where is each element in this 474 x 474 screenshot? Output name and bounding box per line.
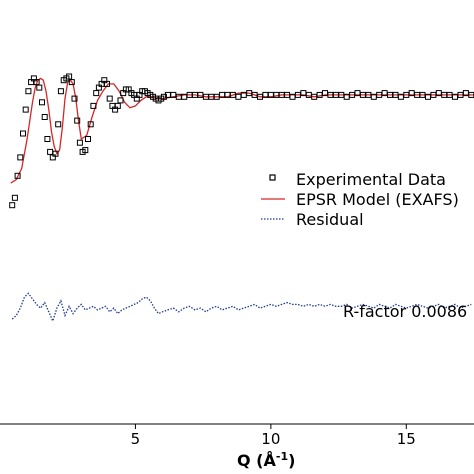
experimental-point [90, 102, 97, 109]
experimental-point [25, 88, 32, 95]
x-tick-label: 10 [261, 430, 280, 448]
experimental-point [93, 90, 100, 97]
plot-area: 5 10 15 [0, 73, 474, 448]
experimental-point [57, 88, 64, 95]
experimental-point [82, 147, 89, 154]
r-factor-annotation: R-factor 0.0086 [343, 302, 467, 321]
x-axis-title-superscript: -1 [276, 450, 288, 463]
experimental-point [76, 139, 83, 146]
x-axis-title-main: Q (Å [237, 451, 276, 470]
legend-label-residual: Residual [296, 210, 364, 229]
experimental-point [20, 130, 26, 137]
experimental-point [22, 106, 29, 113]
experimental-point [41, 114, 48, 120]
experimental-point [71, 95, 78, 102]
experimental-point [17, 154, 24, 161]
experimental-point [52, 150, 59, 157]
model-series [10, 77, 474, 184]
experimental-series [9, 73, 474, 209]
experimental-point [9, 202, 16, 209]
experimental-point [36, 84, 43, 91]
experimental-point [11, 194, 18, 201]
legend-label-experimental: Experimental Data [296, 170, 446, 189]
experimental-point [106, 95, 113, 102]
experimental-point [55, 121, 62, 128]
experimental-point [117, 97, 124, 104]
experimental-point [39, 99, 45, 106]
experimental-point [44, 136, 51, 142]
experimental-point [104, 80, 110, 87]
experimental-point [14, 172, 21, 179]
x-tick-label: 15 [397, 430, 416, 448]
legend-marker-experimental [269, 174, 276, 181]
x-axis-title-close: ) [288, 451, 295, 470]
experimental-point [66, 73, 73, 80]
experimental-point [68, 79, 75, 86]
x-axis-title: Q (Å-1) [237, 450, 295, 470]
legend: Experimental Data EPSR Model (EXAFS) Res… [261, 170, 459, 229]
experimental-point [85, 136, 91, 142]
experimental-point [47, 148, 54, 155]
experimental-point [87, 121, 94, 128]
model-line [10, 77, 474, 184]
legend-label-model: EPSR Model (EXAFS) [296, 190, 459, 209]
experimental-point [235, 93, 242, 100]
x-tick-label: 5 [131, 430, 141, 448]
x-axis-ticks: 5 10 15 [131, 424, 416, 448]
experimental-point [160, 93, 167, 100]
experimental-point [74, 117, 81, 124]
